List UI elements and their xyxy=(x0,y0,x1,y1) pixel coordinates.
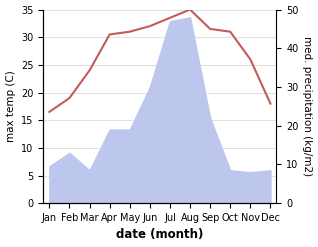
X-axis label: date (month): date (month) xyxy=(116,228,204,242)
Y-axis label: med. precipitation (kg/m2): med. precipitation (kg/m2) xyxy=(302,36,313,176)
Y-axis label: max temp (C): max temp (C) xyxy=(5,70,16,142)
